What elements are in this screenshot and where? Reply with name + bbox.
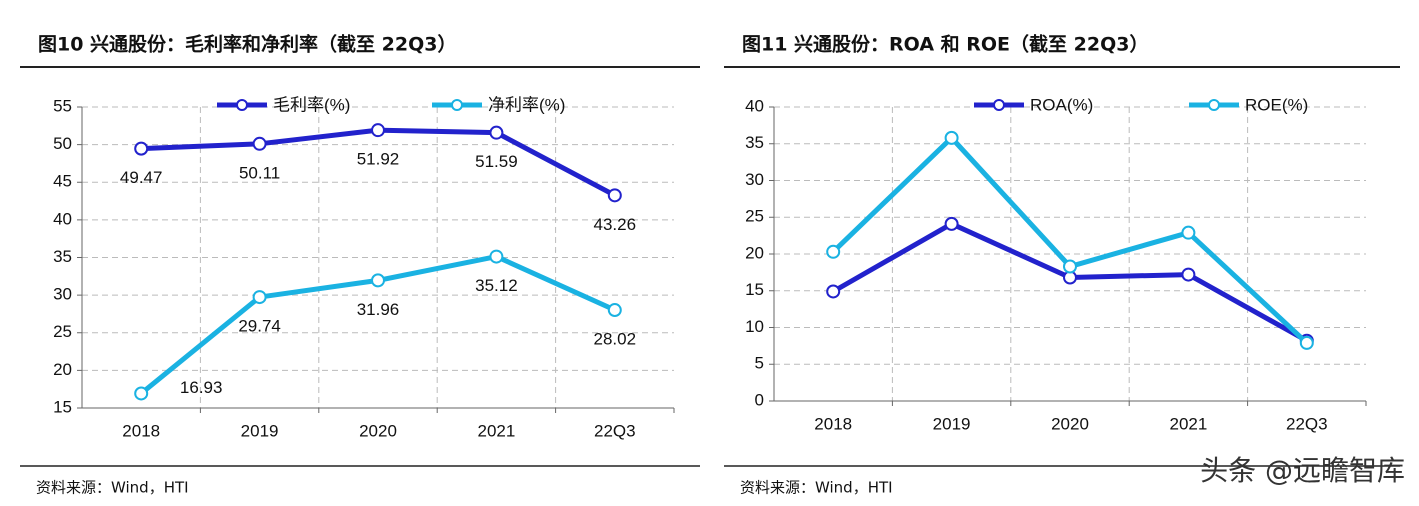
point — [252, 290, 267, 305]
point — [607, 188, 622, 203]
point — [1181, 267, 1196, 282]
point — [944, 216, 959, 231]
x-tick-label: 2020 — [359, 421, 397, 440]
y-tick-label: 25 — [53, 322, 72, 341]
source-note: 资料来源：Wind，HTI — [36, 479, 189, 497]
source-note: 资料来源：Wind，HTI — [740, 479, 893, 497]
y-tick-label: 30 — [53, 285, 72, 304]
y-tick-label: 50 — [53, 134, 72, 153]
y-tick-label: 35 — [745, 133, 764, 152]
x-tick-label: 2018 — [814, 414, 852, 433]
y-tick-label: 0 — [755, 390, 764, 409]
y-tick-label: 5 — [755, 354, 764, 373]
point — [1299, 335, 1314, 350]
legend-label: ROE(%) — [1245, 95, 1308, 114]
point — [607, 303, 622, 318]
point — [371, 123, 385, 138]
legend-marker — [236, 99, 248, 111]
y-tick-label: 15 — [53, 397, 72, 416]
y-tick-label: 15 — [745, 280, 764, 299]
legend-marker — [451, 99, 463, 111]
data-label: 29.74 — [238, 317, 281, 336]
point — [1063, 259, 1077, 274]
legend-label: 毛利率(%) — [273, 95, 350, 114]
data-label: 50.11 — [239, 163, 280, 182]
data-label: 31.96 — [357, 300, 400, 319]
data-label: 35.12 — [475, 276, 518, 295]
y-tick-label: 20 — [53, 360, 72, 379]
chart-title: 图10 兴通股份：毛利率和净利率（截至 22Q3） — [38, 33, 456, 56]
x-tick-label: 2021 — [1169, 414, 1207, 433]
watermark: 头条 @远瞻智库 — [1200, 454, 1405, 487]
chart: 15 20 25 30 35 40 45 50 55 2018 2019 2020 2021 22Q3 49… — [20, 33, 700, 497]
x-tick-label: 2021 — [477, 421, 515, 440]
point — [826, 284, 841, 299]
y-tick-label: 35 — [53, 247, 72, 266]
x-tick-label: 2019 — [241, 421, 279, 440]
data-label: 28.02 — [594, 330, 637, 349]
point — [371, 273, 385, 288]
y-tick-label: 45 — [53, 172, 72, 191]
chart: 0 5 10 15 20 25 30 35 40 2018 2019 2020 2021 22Q3 ROA(… — [724, 33, 1400, 497]
legend-label: 净利率(%) — [488, 95, 565, 114]
point — [134, 386, 149, 401]
point — [1181, 225, 1196, 240]
x-tick-label: 22Q3 — [594, 421, 636, 440]
y-tick-label: 40 — [53, 209, 72, 228]
legend-marker — [1208, 99, 1220, 111]
legend-label: ROA(%) — [1030, 95, 1093, 114]
data-label: 16.93 — [180, 378, 223, 397]
series-line — [831, 134, 1309, 345]
x-tick-label: 2018 — [122, 421, 160, 440]
point — [489, 249, 504, 264]
point — [489, 125, 504, 140]
x-tick-label: 2020 — [1051, 414, 1089, 433]
x-tick-label: 22Q3 — [1286, 414, 1328, 433]
data-label: 43.26 — [594, 215, 637, 234]
point — [826, 244, 841, 259]
y-tick-label: 40 — [745, 96, 764, 115]
y-tick-label: 30 — [745, 170, 764, 189]
data-label: 49.47 — [120, 168, 163, 187]
point — [134, 141, 149, 156]
y-tick-label: 20 — [745, 243, 764, 262]
data-label: 51.59 — [475, 152, 518, 171]
point — [944, 130, 959, 145]
y-tick-label: 25 — [745, 207, 764, 226]
y-tick-label: 10 — [745, 317, 764, 336]
data-label: 51.92 — [357, 150, 400, 169]
chart-title: 图11 兴通股份：ROA 和 ROE（截至 22Q3） — [742, 33, 1148, 56]
y-tick-label: 55 — [53, 96, 72, 115]
legend-marker — [993, 99, 1005, 111]
point — [252, 136, 267, 151]
x-tick-label: 2019 — [933, 414, 971, 433]
